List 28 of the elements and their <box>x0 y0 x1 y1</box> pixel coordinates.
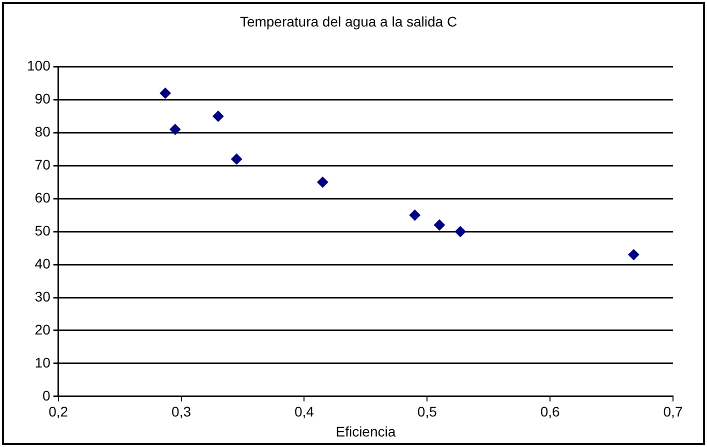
x-tick-label: 0,4 <box>294 404 314 420</box>
x-axis-title: Eficiencia <box>336 423 396 440</box>
chart-title: Temperatura del agua a la salida C <box>240 13 458 30</box>
y-tick-label: 20 <box>34 321 51 338</box>
point <box>434 220 445 231</box>
x-tick-label: 0,5 <box>417 404 438 420</box>
x-tick-label: 0,3 <box>172 404 192 420</box>
y-tick-label: 80 <box>34 124 51 140</box>
point <box>160 88 171 99</box>
y-tick-label: 30 <box>34 288 51 304</box>
point <box>409 210 420 221</box>
point <box>317 176 328 188</box>
y-tick-label: 70 <box>34 156 51 173</box>
y-tick-label: 10 <box>34 354 51 370</box>
y-tick-label: 60 <box>34 190 51 206</box>
x-tick-label: 0,7 <box>663 404 683 420</box>
point <box>212 110 224 122</box>
y-tick-label: 90 <box>34 90 51 107</box>
x-tick-label: 0,6 <box>540 404 560 420</box>
point <box>170 124 181 135</box>
y-tick-label: 50 <box>34 222 51 238</box>
y-tick-label: 0 <box>42 387 51 404</box>
y-tick-label: 100 <box>27 58 51 74</box>
point <box>454 226 466 238</box>
point <box>628 249 640 260</box>
x-tick-label: 0,2 <box>48 404 68 420</box>
y-tick-label: 40 <box>34 255 51 272</box>
point <box>231 154 242 165</box>
